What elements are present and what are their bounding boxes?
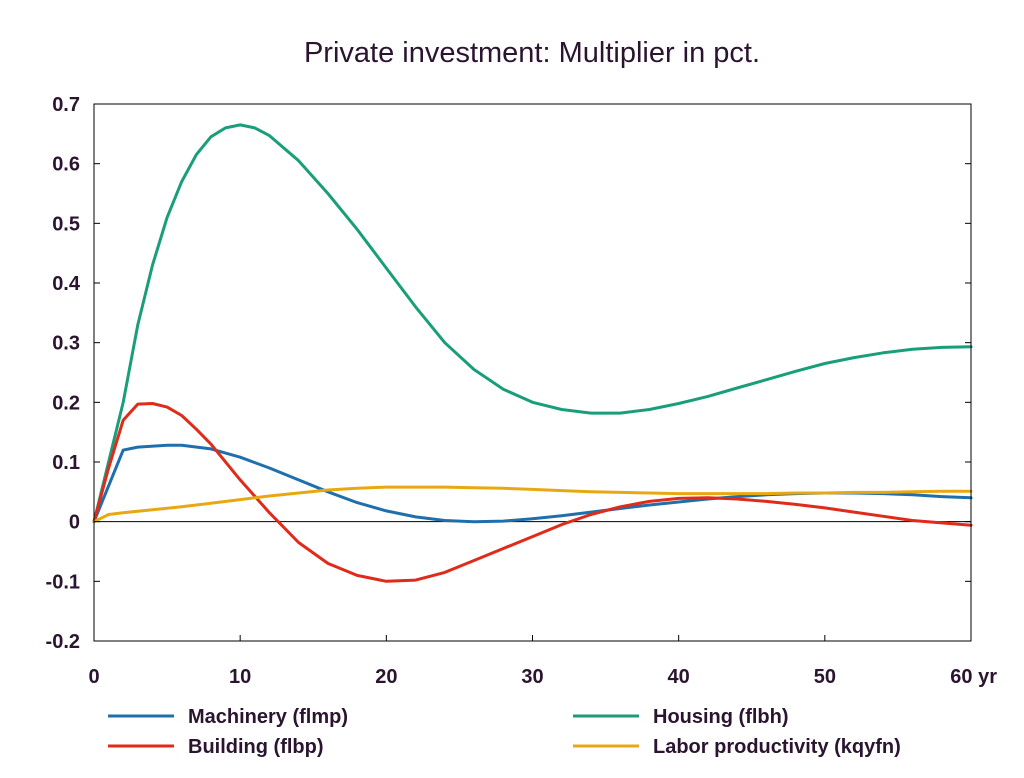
x-tick-label: 30 [521, 666, 543, 688]
legend-label-2: Building (flbp) [188, 736, 324, 758]
legend-label-1: Housing (flbh) [653, 706, 789, 728]
plot-frame [93, 103, 972, 642]
legend-label-0: Machinery (flmp) [188, 706, 348, 728]
x-tick-label: 60 yr [950, 666, 997, 688]
x-tick-label: 0 [88, 666, 99, 688]
x-tick-label: 40 [668, 666, 690, 688]
legend-label-3: Labor productivity (kqyfn) [653, 736, 901, 758]
legend: Machinery (flmp) Building (flbp) Housing (… [108, 706, 901, 758]
y-tick-label: 0 [69, 512, 80, 534]
series-line-3 [92, 485, 973, 524]
y-tick-label: 0.5 [52, 213, 80, 235]
x-tick-label: 20 [375, 666, 397, 688]
y-tick-label: -0.1 [46, 571, 80, 593]
series-layer [92, 123, 973, 583]
y-tick-label: 0.6 [52, 154, 80, 176]
y-tick-label: 0.4 [52, 273, 81, 295]
chart-title: Private investment: Multiplier in pct. [304, 37, 760, 69]
y-tick-label: 0.3 [52, 333, 80, 355]
x-tick-label: 10 [229, 666, 251, 688]
series-line-1 [92, 123, 973, 524]
y-axis: -0.2 -0.1 0 0.1 0.2 0.3 0.4 0.5 0.6 0.7 [46, 94, 971, 653]
y-tick-label: 0.7 [52, 94, 80, 116]
y-tick-label: 0.1 [52, 452, 80, 474]
x-axis: 0 10 20 30 40 50 60 yr [88, 635, 997, 688]
y-tick-label: -0.2 [46, 631, 80, 653]
series-line-2 [92, 402, 973, 583]
y-tick-label: 0.2 [52, 392, 80, 414]
x-tick-label: 50 [814, 666, 836, 688]
